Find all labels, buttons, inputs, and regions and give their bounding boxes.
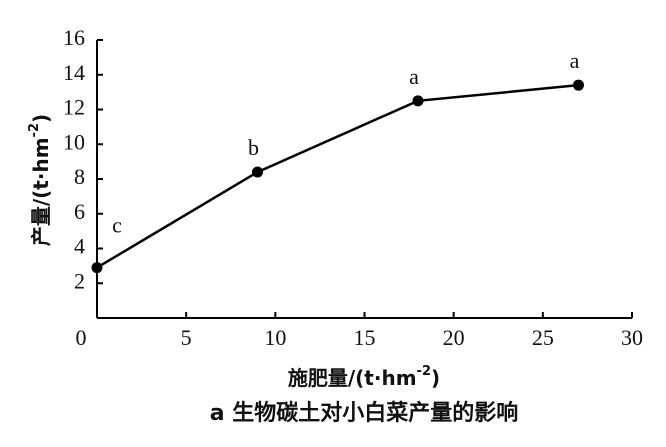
y-tick-label: 4: [74, 234, 85, 259]
y-tick-label: 10: [63, 129, 85, 154]
x-tick-label: 25: [532, 325, 554, 350]
x-tick-label: 20: [443, 325, 465, 350]
y-tick-label: 16: [63, 25, 85, 50]
x-tick-label: 0: [76, 325, 87, 350]
point-label: a: [409, 64, 419, 89]
y-tick-label: 14: [63, 60, 85, 85]
x-tick-label: 30: [621, 325, 643, 350]
point-label: b: [248, 135, 259, 160]
x-tick-label: 15: [354, 325, 376, 350]
y-tick-label: 12: [63, 95, 85, 120]
point: [91, 262, 103, 274]
x-label-end: ): [431, 366, 440, 390]
y-tick-label: 8: [74, 164, 85, 189]
y-label-end: ): [29, 114, 53, 123]
point: [252, 166, 263, 178]
y-label-sup: -2: [27, 123, 42, 137]
point-label: c: [112, 213, 122, 238]
point: [573, 79, 584, 91]
line: [96, 83, 579, 269]
point: [412, 95, 424, 107]
y-label-text: 产量/(t·hm: [29, 137, 53, 246]
point-label: a: [570, 48, 580, 73]
x-label-sup: -2: [417, 364, 431, 379]
y-tick-label: 6: [74, 199, 85, 224]
x-axis-label: 施肥量/(t·hm-2): [288, 364, 440, 390]
x-label-text: 施肥量/(t·hm: [288, 366, 417, 390]
y-axis-label: 产量/(t·hm-2): [27, 114, 53, 246]
x-tick-label: 10: [264, 325, 286, 350]
x-tick-label: 5: [181, 325, 192, 350]
y-tick-label: 2: [74, 268, 85, 293]
caption: a 生物碳土对小白菜产量的影响: [210, 400, 519, 426]
